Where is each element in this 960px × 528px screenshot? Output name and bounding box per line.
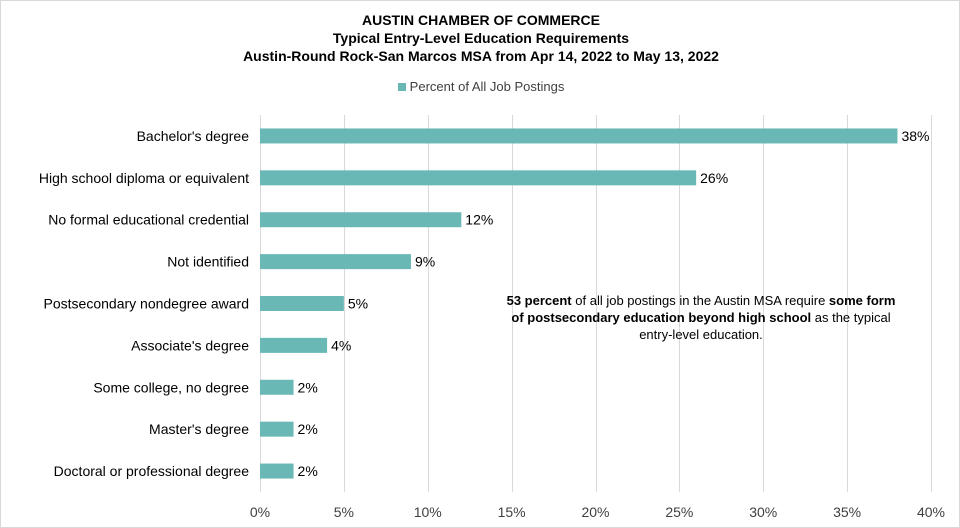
- bar: [260, 379, 294, 395]
- annotation-text: as the typical entry-level education.: [639, 310, 891, 342]
- bar: [260, 170, 697, 186]
- x-tick-label: 40%: [917, 504, 945, 520]
- x-tick-label: 10%: [414, 504, 442, 520]
- data-label: 2%: [298, 379, 318, 395]
- x-tick-label: 25%: [665, 504, 693, 520]
- category-label: No formal educational credential: [48, 212, 249, 228]
- category-label: Associate's degree: [131, 337, 249, 353]
- x-tick-label: 0%: [250, 504, 270, 520]
- chart-subtitle-date-range: Austin-Round Rock-San Marcos MSA from Ap…: [243, 48, 719, 64]
- data-label: 2%: [298, 463, 318, 479]
- x-tick-label: 35%: [833, 504, 861, 520]
- bar: [260, 463, 294, 479]
- chart-titles: AUSTIN CHAMBER OF COMMERCE Typical Entry…: [1, 11, 960, 65]
- category-label: High school diploma or equivalent: [39, 170, 249, 186]
- bar: [260, 128, 898, 144]
- chart-title: AUSTIN CHAMBER OF COMMERCE: [362, 12, 600, 28]
- data-label: 12%: [465, 212, 493, 228]
- bar: [260, 254, 411, 270]
- chart-subtitle: Typical Entry-Level Education Requiremen…: [332, 30, 630, 46]
- bar: [260, 296, 344, 311]
- legend-swatch: [397, 82, 406, 91]
- category-label: Doctoral or professional degree: [54, 463, 250, 479]
- annotation-callout: 53 percent of all job postings in the Au…: [501, 292, 901, 343]
- bar: [260, 337, 328, 353]
- annotation-text: of all job postings in the Austin MSA re…: [571, 293, 829, 308]
- category-label: Postsecondary nondegree award: [44, 296, 249, 312]
- x-tick-label: 20%: [581, 504, 609, 520]
- category-label: Master's degree: [149, 421, 249, 437]
- data-label: 26%: [700, 170, 728, 186]
- data-label: 5%: [348, 296, 368, 312]
- legend: Percent of All Job Postings: [1, 79, 960, 94]
- category-label: Not identified: [167, 254, 249, 270]
- category-label: Some college, no degree: [93, 379, 249, 395]
- bar: [260, 421, 294, 437]
- x-tick-label: 15%: [498, 504, 526, 520]
- data-label: 38%: [901, 128, 929, 144]
- category-label: Bachelor's degree: [137, 128, 250, 144]
- data-label: 2%: [298, 421, 318, 437]
- data-label: 4%: [331, 337, 351, 353]
- x-tick-label: 30%: [749, 504, 777, 520]
- legend-label: Percent of All Job Postings: [409, 79, 565, 94]
- bar: [260, 212, 462, 228]
- data-label: 9%: [415, 254, 435, 270]
- annotation-emphasis: some form of postsecondary education bey…: [511, 293, 896, 325]
- annotation-emphasis: 53 percent: [506, 293, 572, 308]
- x-tick-label: 5%: [334, 504, 354, 520]
